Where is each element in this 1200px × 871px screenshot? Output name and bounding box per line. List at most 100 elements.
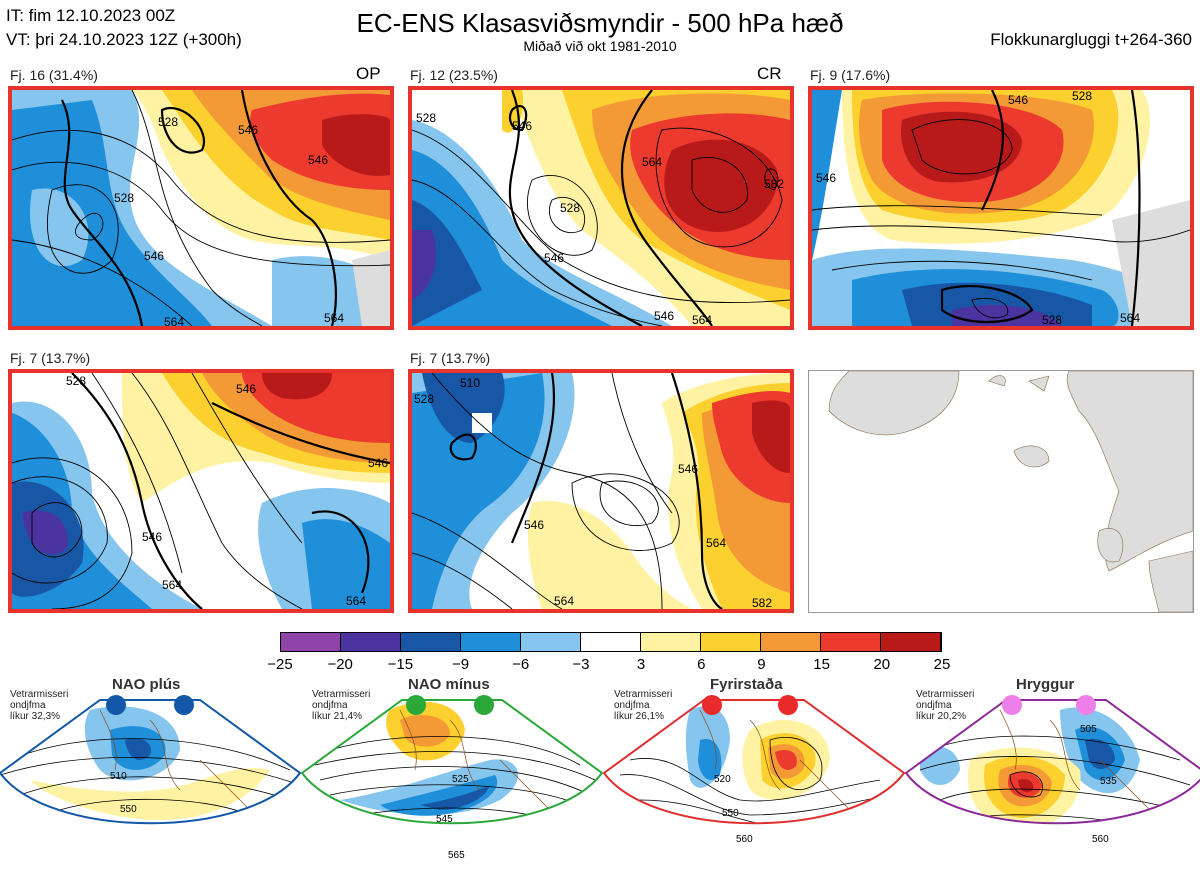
panel-5-contour-label: 510 <box>460 376 480 390</box>
panel-3-label: Fj. 9 (17.6%) <box>810 67 891 83</box>
panel-5-contour-label: 582 <box>752 596 772 609</box>
colorbar-segment <box>401 633 461 651</box>
colorbar-tick-label: −20 <box>327 656 353 673</box>
panel-5-contour-label: 546 <box>524 518 544 532</box>
regime-note-line: ondjfma <box>916 700 952 711</box>
panel-1-contour-label: 564 <box>164 315 184 326</box>
colorbar-segment <box>761 633 821 651</box>
page-title: EC-ENS Klasasviðsmyndir - 500 hPa hæð <box>356 8 844 38</box>
panel-5-label: Fj. 7 (13.7%) <box>410 350 491 366</box>
colorbar-tick-label: −6 <box>512 656 530 673</box>
regime-title: NAO mínus <box>408 676 490 693</box>
colorbar-tick-label: −3 <box>572 656 590 673</box>
colorbar-tick-label: −9 <box>451 656 470 673</box>
colorbar-segment <box>581 633 641 651</box>
regime-contour-label: 560 <box>736 834 753 845</box>
panel-3-contour-label: 564 <box>1120 311 1140 325</box>
regime-note-line: ondjfma <box>614 700 650 711</box>
cluster-map-5: 510 528 546 546 564 564 582 <box>408 369 794 613</box>
cluster-map-4: 528 546 546 564 564 546 <box>8 369 394 613</box>
panel-2-contour-label: 546 <box>654 309 674 323</box>
regime-contour-label: 520 <box>714 774 731 785</box>
regime-contour-label: 565 <box>448 850 465 861</box>
panel-4-label: Fj. 7 (13.7%) <box>10 350 91 366</box>
regime-maps: 510 550 525 545 565 <box>0 695 1200 861</box>
colorbar-tick-label: 25 <box>933 656 951 673</box>
panel-2-contour-label: 564 <box>692 313 712 326</box>
valid-time: VT: þri 24.10.2023 12Z (+300h) <box>6 30 242 49</box>
panel-4-contour-label: 528 <box>66 374 86 388</box>
panel-1-contour-label: 528 <box>158 115 178 129</box>
panel-2-contour-label: 528 <box>560 201 580 215</box>
colorbar-segment <box>821 633 881 651</box>
panel-2-contour-label: 546 <box>512 119 532 133</box>
panel-3-contour-label: 546 <box>816 171 836 185</box>
colorbar-segment <box>521 633 581 651</box>
colorbar-segment <box>341 633 401 651</box>
panel-4-contour-label: 546 <box>236 382 256 396</box>
cluster-map-1: 528 546 528 546 564 564 546 <box>8 86 394 330</box>
panel-4-contour-label: 546 <box>368 456 388 470</box>
colorbar-tick-label: 15 <box>813 656 830 673</box>
panel-2-contour-label: 582 <box>764 177 784 191</box>
regime-title: Hryggur <box>1016 676 1075 693</box>
panel-5-contour-label: 564 <box>706 536 726 550</box>
regime-contour-label: 505 <box>1080 724 1097 735</box>
regime-note-line: líkur 20,2% <box>916 711 967 722</box>
panel-1-contour-label: 528 <box>114 191 134 205</box>
colorbar <box>280 632 942 652</box>
regime-note-line: líkur 26,1% <box>614 711 665 722</box>
panel-5-contour-label: 528 <box>414 392 434 406</box>
panel-3-contour-label: 528 <box>1042 313 1062 326</box>
panel-2-contour-label: 546 <box>544 251 564 265</box>
regime-title: Fyrirstaða <box>710 676 783 693</box>
colorbar-segment <box>881 633 941 651</box>
regime-contour-label: 535 <box>1100 776 1117 787</box>
panel-1-contour-label: 564 <box>324 311 344 325</box>
panel-5-contour-label: 564 <box>554 594 574 608</box>
panel-2-label: Fj. 12 (23.5%) <box>410 67 498 83</box>
page-subtitle: Miðað við okt 1981-2010 <box>523 38 677 54</box>
colorbar-segment <box>701 633 761 651</box>
colorbar-segment <box>281 633 341 651</box>
panel-1-label: Fj. 16 (31.4%) <box>10 67 98 83</box>
regime-note-line: líkur 21,4% <box>312 711 363 722</box>
panel-1-tag: OP <box>356 64 381 83</box>
panel-4-contour-label: 564 <box>162 578 182 592</box>
colorbar-tick-label: 3 <box>636 656 646 673</box>
panel-5-contour-label: 546 <box>678 462 698 476</box>
panel-2-tag: CR <box>757 64 782 83</box>
regime-note-line: Vetrarmisseri <box>10 689 69 700</box>
panel-2-contour-label: 564 <box>642 155 662 169</box>
regime-title: NAO plús <box>112 676 181 693</box>
regime-contour-label: 545 <box>436 814 453 825</box>
panel-1-contour-label: 546 <box>144 249 164 263</box>
colorbar-tick-label: 20 <box>873 656 891 673</box>
colorbar-tick-label: −25 <box>267 656 293 673</box>
cluster-map-3: 546 528 546 564 528 <box>808 86 1194 330</box>
classification-window: Flokkunargluggi t+264-360 <box>990 30 1192 49</box>
colorbar-tick-label: 6 <box>697 656 706 673</box>
panel-3-contour-label: 546 <box>1008 93 1028 107</box>
colorbar-tick-label: 9 <box>757 656 766 673</box>
panel-1-contour-label: 546 <box>308 153 328 167</box>
regime-note-line: Vetrarmisseri <box>312 689 371 700</box>
base-map <box>808 370 1194 613</box>
regime-contour-label: 510 <box>110 771 127 782</box>
regime-note-line: Vetrarmisseri <box>614 689 673 700</box>
regime-note-line: ondjfma <box>312 700 348 711</box>
header-info: IT: fim 12.10.2023 00Z VT: þri 24.10.202… <box>6 4 242 52</box>
panel-2-contour-label: 528 <box>416 111 436 125</box>
panel-4-contour-label: 546 <box>142 530 162 544</box>
regime-note-line: ondjfma <box>10 700 46 711</box>
panel-3-contour-label: 528 <box>1072 90 1092 103</box>
regime-contour-label: 550 <box>120 804 137 815</box>
initial-time: IT: fim 12.10.2023 00Z <box>6 6 176 25</box>
colorbar-segment <box>461 633 521 651</box>
regime-note-line: líkur 32,3% <box>10 711 61 722</box>
panel-4-contour-label: 564 <box>346 594 366 608</box>
cluster-map-2: 528 546 528 546 564 582 546 564 <box>408 86 794 330</box>
regime-note-line: Vetrarmisseri <box>916 689 975 700</box>
regime-contour-label: 525 <box>452 774 469 785</box>
regime-contour-label: 560 <box>1092 834 1109 845</box>
